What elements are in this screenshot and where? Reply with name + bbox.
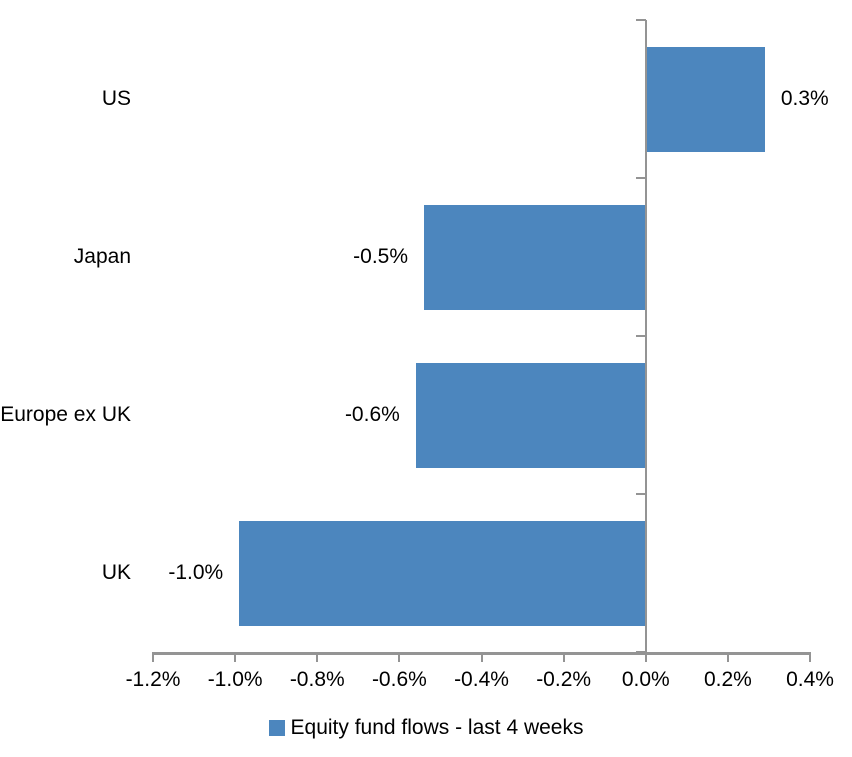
bar-europe-ex-uk xyxy=(415,362,646,468)
x-axis-tick-label: -0.8% xyxy=(289,668,345,691)
bar-us xyxy=(645,46,765,152)
x-axis-tick xyxy=(398,652,401,662)
x-axis-tick-label: -0.4% xyxy=(454,668,509,691)
category-axis-line xyxy=(644,20,647,660)
data-label-europe-ex-uk: -0.6% xyxy=(344,403,400,426)
bar-uk xyxy=(239,520,646,626)
legend-label: Equity fund flows - last 4 weeks xyxy=(290,716,584,739)
x-axis-tick xyxy=(809,652,811,662)
category-axis-tick xyxy=(635,177,646,179)
plot-area: 0.3% US -0.5% Japan -0.6% Europe ex UK -1.0% UK… xyxy=(0,19,834,691)
x-axis-tick xyxy=(234,652,237,662)
category-axis-tick xyxy=(635,335,646,337)
category-label-japan: Japan xyxy=(73,245,131,268)
x-axis-tick-label: 0.0% xyxy=(621,668,670,691)
x-axis-tick xyxy=(562,652,565,662)
x-axis-tick-label: 0.4% xyxy=(786,668,834,691)
x-axis-tick-label: -0.6% xyxy=(371,668,427,691)
legend-swatch-icon xyxy=(268,720,285,736)
x-axis-tick-label: -1.2% xyxy=(125,668,181,691)
category-label-uk: UK xyxy=(101,561,131,584)
data-label-us: 0.3% xyxy=(780,87,829,110)
x-axis-tick xyxy=(152,652,154,662)
x-axis-tick xyxy=(316,652,319,662)
legend: Equity fund flows - last 4 weeks xyxy=(0,712,852,744)
x-axis-tick xyxy=(480,652,483,662)
x-axis-tick-label: -1.0% xyxy=(207,668,263,691)
data-label-japan: -0.5% xyxy=(353,245,408,268)
category-label-us: US xyxy=(101,87,131,110)
bar-japan xyxy=(424,204,646,310)
x-axis-tick xyxy=(726,652,729,662)
category-axis-tick xyxy=(635,19,646,21)
category-axis-tick xyxy=(635,493,646,495)
x-axis-tick xyxy=(644,652,647,662)
data-label-uk: -1.0% xyxy=(168,561,224,584)
x-axis-tick-label: 0.2% xyxy=(703,668,752,691)
category-label-europe-ex-uk: Europe ex UK xyxy=(0,403,131,426)
x-axis-tick-label: -0.2% xyxy=(536,668,592,691)
